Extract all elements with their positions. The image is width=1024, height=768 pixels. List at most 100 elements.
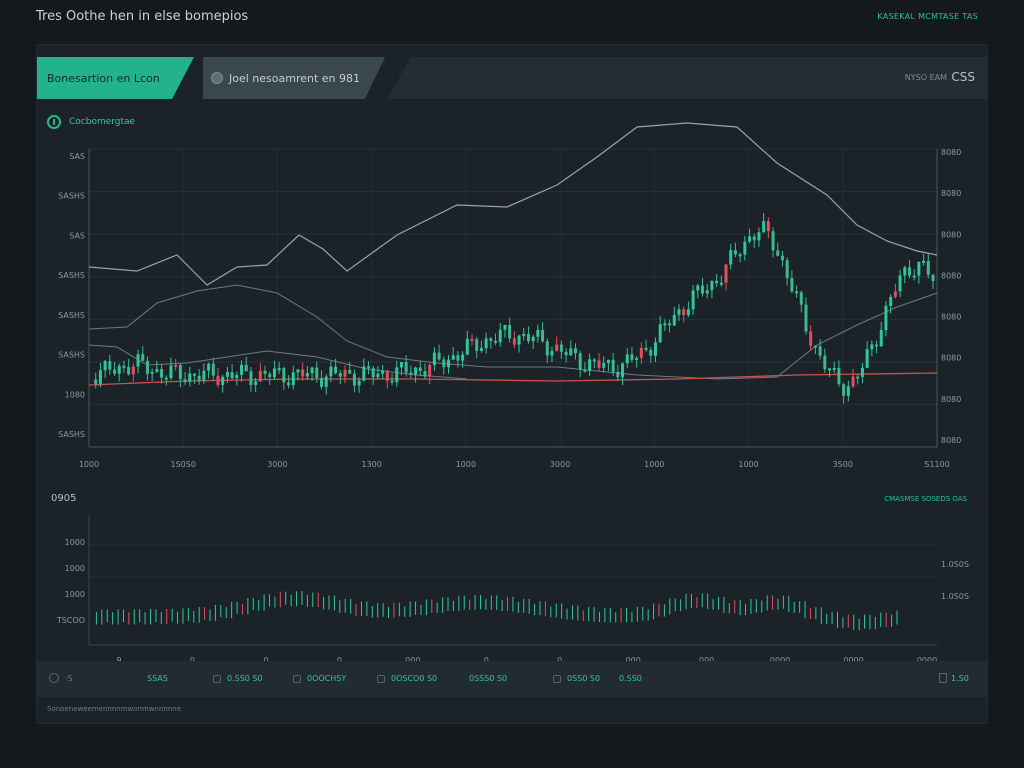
candle-body: [922, 260, 926, 263]
checkbox-icon: [377, 674, 385, 683]
candle-body: [875, 344, 879, 347]
status-item[interactable]: 0SS0 S0: [553, 674, 600, 683]
lower-y-tick-label: 1000: [65, 564, 85, 573]
candle-body: [470, 338, 474, 341]
candle-body: [272, 368, 276, 378]
candle-body: [498, 329, 502, 343]
lower-x-tick-label: 9: [116, 656, 121, 665]
candle-body: [846, 386, 850, 396]
y-tick-label: 8080: [941, 395, 961, 404]
chart-panel: Bonesartion en Lcon Joel nesoamrent en 9…: [36, 44, 988, 724]
candle-body: [616, 371, 620, 378]
lower-y-tick-label: 1000: [65, 538, 85, 547]
candle-body: [174, 364, 178, 367]
candle-body: [677, 309, 681, 315]
candle-body: [150, 371, 154, 374]
candle-body: [432, 352, 436, 365]
candle-body: [823, 355, 827, 370]
candle-body: [559, 344, 563, 352]
candle-body: [635, 357, 639, 360]
status-item[interactable]: 0.SS0: [619, 674, 642, 683]
candle-body: [865, 349, 869, 368]
tab-blank[interactable]: [387, 57, 987, 99]
y-tick-label: 8080: [941, 354, 961, 363]
lower-x-tick-label: 0: [190, 656, 195, 665]
checkbox-icon: [213, 674, 221, 683]
candle-body: [352, 373, 356, 386]
candle-body: [282, 368, 286, 383]
candle-body: [569, 348, 573, 356]
candle-body: [475, 339, 479, 351]
ma-line: [88, 122, 938, 286]
candle-body: [842, 384, 846, 396]
candle-body: [456, 355, 460, 361]
candle-body: [395, 367, 399, 383]
candle-body: [653, 342, 657, 356]
status-item[interactable]: 0SSS0 S0: [469, 674, 508, 683]
candle-body: [192, 373, 196, 376]
ma-line: [88, 284, 938, 380]
candle-body: [588, 359, 592, 371]
x-tick-label: 1000: [79, 460, 99, 469]
candle-body: [592, 359, 596, 362]
lower-x-tick-label: 000: [699, 656, 714, 665]
candle-body: [870, 344, 874, 350]
candle-body: [884, 305, 888, 331]
candle-body: [686, 309, 690, 316]
candle-body: [776, 250, 780, 256]
candle-body: [856, 376, 860, 379]
candle-body: [117, 365, 121, 374]
y-tick-label: 8080: [941, 148, 961, 157]
candle-body: [381, 370, 385, 374]
candle-body: [404, 362, 408, 373]
candle-body: [202, 370, 206, 381]
status-dot-icon[interactable]: [49, 673, 59, 683]
candle-body: [738, 254, 742, 257]
candle-body: [809, 331, 813, 346]
lower-x-tick-label: 000: [405, 656, 420, 665]
lower-x-tick-label: 0: [337, 656, 342, 665]
footer-text: Sonoeneweemennnnmwonmwnnnnne: [47, 705, 182, 713]
tab-primary[interactable]: Bonesartion en Lcon: [37, 57, 194, 99]
candle-body: [790, 278, 794, 292]
candle-body: [94, 379, 98, 384]
candle-body: [795, 291, 799, 294]
lower-y-tick-label: 1000: [65, 590, 85, 599]
candle-body: [564, 351, 568, 356]
indicator[interactable]: Cocbomergtae: [47, 115, 135, 129]
lower-x-tick-label: 0: [484, 656, 489, 665]
candle-body: [461, 354, 465, 361]
candle-body: [315, 367, 319, 378]
status-item[interactable]: SSAS: [147, 674, 168, 683]
toggle-icon[interactable]: [939, 673, 947, 683]
candle-body: [183, 379, 187, 382]
checkbox-icon: [293, 674, 301, 683]
candle-body: [489, 338, 493, 341]
status-item[interactable]: 0OOCHSY: [293, 674, 346, 683]
candle-body: [324, 376, 328, 387]
candle-body: [235, 374, 239, 379]
candle-body: [211, 363, 215, 376]
candle-body: [860, 367, 864, 377]
price-chart-svg[interactable]: SAS SASHS SAS SASHS SASHS SASHS 1080 SASHS 8080 8…: [37, 45, 987, 723]
candle-body: [804, 304, 808, 332]
y-tick-label: 1080: [65, 390, 85, 399]
candle-body: [733, 250, 737, 255]
candle-body: [160, 369, 164, 378]
status-item[interactable]: 0OSCO0 S0: [377, 674, 437, 683]
candle-body: [517, 335, 521, 345]
status-right-value: 1.S0: [951, 674, 969, 683]
status-item[interactable]: 0.SS0 S0: [213, 674, 263, 683]
candle-body: [748, 236, 752, 242]
tab-dot-icon: [211, 72, 223, 84]
candle-body: [178, 364, 182, 380]
tab-secondary[interactable]: Joel nesoamrent en 981: [203, 57, 385, 99]
candle-body: [508, 324, 512, 339]
candle-body: [287, 382, 291, 386]
candle-body: [512, 338, 516, 345]
x-tick-label: 3000: [550, 460, 570, 469]
page-title: Tres Oothe hen in else bomepios: [36, 9, 249, 24]
candle-body: [197, 375, 201, 381]
candle-body: [771, 231, 775, 251]
candle-body: [545, 341, 549, 356]
